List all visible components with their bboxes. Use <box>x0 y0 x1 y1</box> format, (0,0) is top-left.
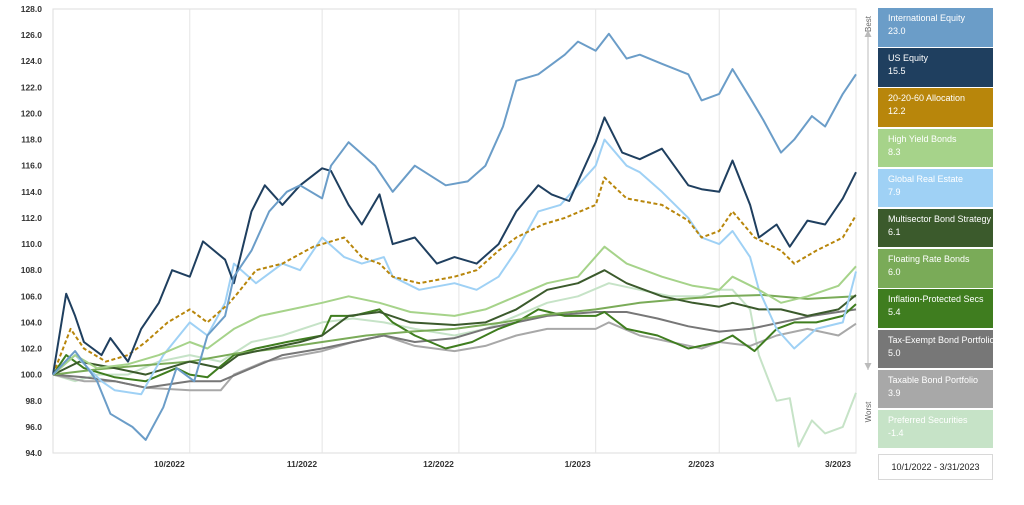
y-tick-label: 120.0 <box>21 108 43 118</box>
series-line-20-20-60-allocation <box>52 176 857 375</box>
y-tick-label: 122.0 <box>21 82 43 92</box>
y-tick-label: 114.0 <box>21 187 42 197</box>
legend-series-return: 8.3 <box>888 146 901 157</box>
legend-series-return: 23.0 <box>888 26 906 36</box>
legend-series-return: 5.0 <box>888 347 901 358</box>
worst-label: Worst <box>864 401 873 423</box>
x-tick-label: 12/2022 <box>423 459 454 469</box>
legend: International Equity 23.0 US Equity 15.5 20-… <box>878 8 995 450</box>
x-tick-label: 1/2023 <box>565 459 591 469</box>
y-axis-tick-labels: 128.0 126.0 124.0 122.0 120.0 118.0 116.0 114.0… <box>21 4 43 458</box>
y-tick-label: 112.0 <box>21 213 42 223</box>
y-tick-label: 124.0 <box>21 56 43 66</box>
y-tick-label: 128.0 <box>21 4 43 14</box>
series-line-preferred-securities <box>52 282 857 448</box>
y-tick-label: 100.0 <box>21 370 43 380</box>
legend-series-name: US Equity <box>888 53 929 64</box>
x-axis-tick-labels: 10/2022 11/2022 12/2022 1/2023 2/2023 3/2023 <box>154 459 851 469</box>
legend-series-name: Preferred Securities <box>888 414 968 425</box>
legend-series-return: 7.9 <box>888 186 901 197</box>
legend-item: Global Real Estate 7.9 <box>878 168 993 208</box>
legend-item: International Equity 23.0 <box>878 8 993 47</box>
series-line-inflation-protected-secs <box>52 303 857 383</box>
legend-series-name: High Yield Bonds <box>888 133 957 144</box>
legend-series-return: 15.5 <box>888 66 906 77</box>
legend-item: Multisector Bond Strategy 6.1 <box>878 208 993 248</box>
legend-item: Inflation-Protected Secs 5.4 <box>878 289 993 328</box>
y-tick-label: 98.0 <box>25 396 42 406</box>
best-label: Best <box>864 15 873 32</box>
series-line-global-real-estate <box>52 138 857 396</box>
series-line-international-equity <box>52 32 857 441</box>
y-tick-label: 104.0 <box>21 317 43 327</box>
legend-item: 20-20-60 Allocation 12.2 <box>878 88 993 127</box>
x-tick-label: 2/2023 <box>688 459 714 469</box>
rank-indicator: Best Worst <box>864 15 873 422</box>
legend-series-name: 20-20-60 Allocation <box>888 93 966 104</box>
legend-item: Floating Rate Bonds 6.0 <box>878 249 993 288</box>
legend-item: US Equity 15.5 <box>878 48 993 87</box>
legend-series-name: International Equity <box>888 13 966 23</box>
series-lines <box>52 32 857 448</box>
legend-series-return: 6.1 <box>888 226 901 237</box>
x-tick-label: 3/2023 <box>825 459 851 469</box>
y-tick-label: 118.0 <box>21 135 42 145</box>
y-tick-label: 94.0 <box>25 448 42 458</box>
legend-series-return: 12.2 <box>888 106 906 117</box>
legend-series-name: Tax-Exempt Bond Portfolio <box>888 334 995 345</box>
y-tick-label: 108.0 <box>21 265 43 275</box>
date-range-label: 10/1/2022 - 3/31/2023 <box>878 454 993 480</box>
legend-series-return: 3.9 <box>888 387 901 398</box>
legend-series-name: Global Real Estate <box>888 173 964 184</box>
series-line-us-equity <box>52 116 857 375</box>
y-tick-label: 102.0 <box>21 344 43 354</box>
legend-series-name: Taxable Bond Portfolio <box>888 374 979 385</box>
series-line-taxable-bond-portfolio <box>52 321 857 392</box>
legend-series-name: Multisector Bond Strategy <box>888 213 992 224</box>
y-tick-label: 126.0 <box>21 30 43 40</box>
series-line-tax-exempt-bond-portfolio <box>52 308 857 389</box>
legend-series-name: Inflation-Protected Secs <box>888 294 984 305</box>
legend-item: Tax-Exempt Bond Portfolio 5.0 <box>878 329 995 368</box>
legend-item: High Yield Bonds 8.3 <box>878 128 993 168</box>
legend-series-return: 5.4 <box>888 307 901 318</box>
series-line-multisector-bond-strategy <box>52 269 857 376</box>
legend-series-name: Floating Rate Bonds <box>888 254 970 265</box>
y-tick-label: 116.0 <box>21 161 42 171</box>
legend-item: Taxable Bond Portfolio 3.9 <box>878 369 993 409</box>
y-tick-label: 106.0 <box>21 291 43 301</box>
arrow-up-icon <box>864 30 872 37</box>
y-tick-label: 96.0 <box>25 422 42 432</box>
x-tick-label: 10/2022 <box>154 459 185 469</box>
legend-item: Preferred Securities -1.4 <box>878 409 993 449</box>
arrow-down-icon <box>864 363 872 370</box>
y-tick-label: 110.0 <box>21 239 42 249</box>
series-line-high-yield-bonds <box>52 245 857 376</box>
legend-series-return: -1.4 <box>888 427 904 438</box>
legend-series-return: 6.0 <box>888 267 901 278</box>
x-tick-label: 11/2022 <box>287 459 318 469</box>
